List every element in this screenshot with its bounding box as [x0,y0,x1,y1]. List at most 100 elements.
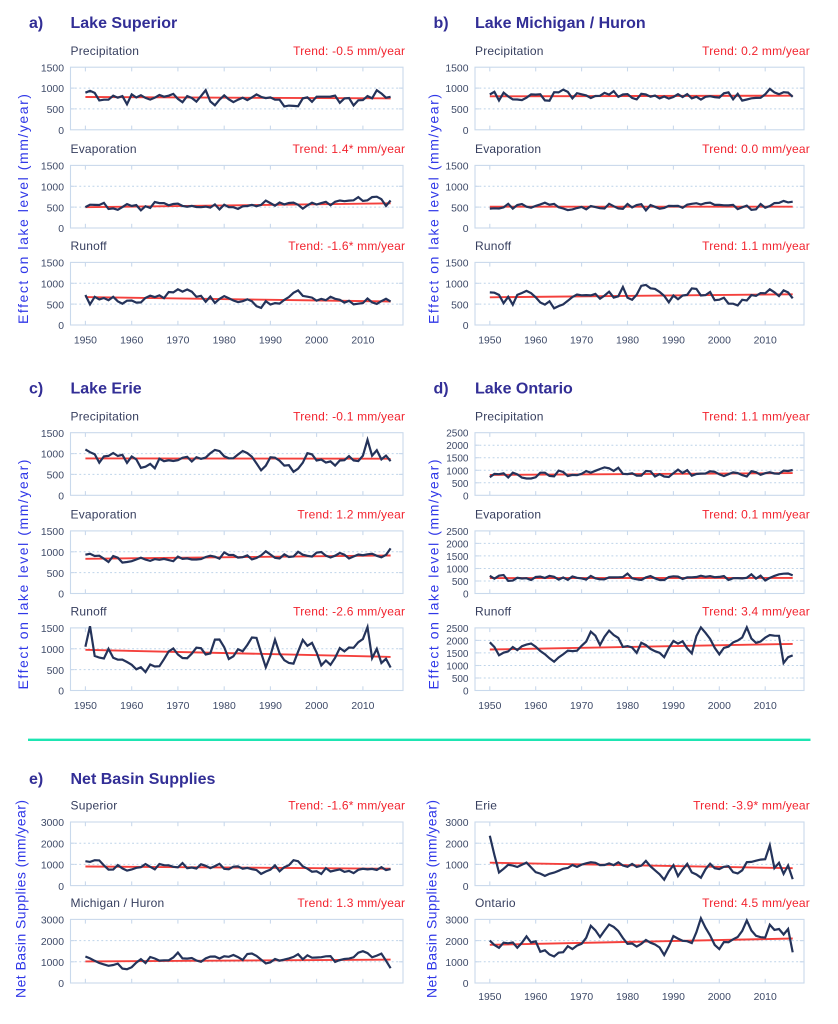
svg-text:0: 0 [58,321,64,332]
svg-text:Lake Michigan / Huron: Lake Michigan / Huron [475,15,646,32]
svg-text:3000: 3000 [41,916,64,927]
svg-text:Trend: -1.6* mm/year: Trend: -1.6* mm/year [288,239,405,253]
svg-text:Precipitation: Precipitation [71,409,140,423]
svg-text:c): c) [29,380,43,397]
svg-text:Net Basin Supplies: Net Basin Supplies [71,771,216,788]
svg-text:0: 0 [463,321,469,332]
svg-text:1990: 1990 [662,992,685,1003]
svg-text:1000: 1000 [41,861,64,872]
svg-text:2000: 2000 [41,839,64,850]
svg-text:Runoff: Runoff [71,239,108,253]
svg-text:Trend: 4.5 mm/year: Trend: 4.5 mm/year [702,896,810,910]
svg-text:1000: 1000 [445,279,468,290]
svg-text:1500: 1500 [41,63,64,74]
svg-text:500: 500 [452,674,469,685]
svg-text:1960: 1960 [524,336,547,347]
svg-text:2000: 2000 [708,992,731,1003]
svg-text:1000: 1000 [41,958,64,969]
svg-text:2500: 2500 [446,624,469,635]
svg-text:1500: 1500 [445,162,468,173]
svg-text:0: 0 [463,126,469,137]
svg-text:1000: 1000 [41,84,64,95]
svg-text:2500: 2500 [446,429,469,440]
svg-text:500: 500 [47,666,65,677]
svg-text:3000: 3000 [445,818,468,829]
svg-text:Trend: 0.2 mm/year: Trend: 0.2 mm/year [702,44,810,58]
svg-text:Precipitation: Precipitation [475,44,544,58]
svg-text:1000: 1000 [41,450,64,461]
svg-text:0: 0 [58,590,64,601]
svg-text:Trend: -1.6* mm/year: Trend: -1.6* mm/year [288,799,405,813]
svg-text:0: 0 [58,687,64,698]
svg-text:Precipitation: Precipitation [71,44,140,58]
svg-text:1000: 1000 [445,958,468,969]
svg-text:Michigan / Huron: Michigan / Huron [71,896,165,910]
svg-text:1000: 1000 [445,861,468,872]
svg-text:1980: 1980 [616,336,639,347]
svg-text:1000: 1000 [445,182,468,193]
svg-text:1500: 1500 [41,162,64,173]
svg-text:1000: 1000 [446,565,469,576]
svg-text:1500: 1500 [446,552,469,563]
svg-text:2000: 2000 [41,937,64,948]
svg-text:Evaporation: Evaporation [475,508,541,522]
svg-text:1970: 1970 [570,336,593,347]
svg-text:2500: 2500 [446,527,469,538]
svg-text:1000: 1000 [41,279,64,290]
svg-text:0: 0 [463,491,469,502]
svg-text:500: 500 [47,471,65,482]
svg-text:Lake Superior: Lake Superior [71,15,178,32]
svg-text:0: 0 [58,979,64,990]
svg-text:1000: 1000 [446,466,469,477]
svg-text:1950: 1950 [74,336,97,347]
svg-text:1500: 1500 [446,649,469,660]
svg-text:0: 0 [463,687,469,698]
svg-text:Trend: -3.9* mm/year: Trend: -3.9* mm/year [693,799,810,813]
svg-text:Trend: 0.0 mm/year: Trend: 0.0 mm/year [702,142,810,156]
svg-text:1970: 1970 [166,701,189,712]
svg-text:1500: 1500 [41,527,64,538]
svg-text:2000: 2000 [445,839,468,850]
svg-text:0: 0 [463,979,469,990]
svg-text:0: 0 [463,590,469,601]
svg-text:500: 500 [47,300,65,311]
svg-text:0: 0 [463,882,469,893]
svg-text:Net Basin Supplies (mm/year): Net Basin Supplies (mm/year) [424,800,440,998]
svg-text:Ontario: Ontario [475,896,516,910]
svg-text:1000: 1000 [41,182,64,193]
svg-text:2000: 2000 [708,336,731,347]
svg-text:1970: 1970 [570,992,593,1003]
svg-text:Evaporation: Evaporation [71,142,137,156]
svg-text:0: 0 [58,492,64,503]
svg-text:Trend: 0.1 mm/year: Trend: 0.1 mm/year [702,508,810,522]
svg-text:2000: 2000 [446,636,469,647]
svg-text:Trend: 1.3 mm/year: Trend: 1.3 mm/year [297,896,405,910]
svg-text:1980: 1980 [213,336,236,347]
svg-text:Net Basin Supplies (mm/year): Net Basin Supplies (mm/year) [13,800,29,998]
svg-text:Trend: 1.1 mm/year: Trend: 1.1 mm/year [702,409,810,423]
svg-text:500: 500 [47,203,65,214]
svg-text:0: 0 [58,224,64,235]
svg-text:1500: 1500 [41,259,64,270]
svg-text:1960: 1960 [524,992,547,1003]
svg-text:1990: 1990 [662,701,685,712]
svg-text:1960: 1960 [120,336,143,347]
svg-text:1500: 1500 [41,624,64,635]
svg-text:500: 500 [451,105,469,116]
svg-text:2010: 2010 [754,992,777,1003]
svg-text:1970: 1970 [570,701,593,712]
svg-text:Trend: -0.5 mm/year: Trend: -0.5 mm/year [293,44,405,58]
svg-text:2000: 2000 [446,441,469,452]
svg-text:1980: 1980 [616,701,639,712]
svg-text:Lake Ontario: Lake Ontario [475,380,573,397]
svg-text:1000: 1000 [445,84,468,95]
svg-text:1980: 1980 [213,701,236,712]
svg-text:3000: 3000 [445,916,468,927]
svg-text:1000: 1000 [41,645,64,656]
svg-text:Evaporation: Evaporation [71,508,137,522]
svg-text:a): a) [29,15,43,32]
svg-text:2000: 2000 [446,539,469,550]
svg-text:1500: 1500 [41,429,64,440]
svg-text:1990: 1990 [662,336,685,347]
svg-text:1950: 1950 [478,336,501,347]
